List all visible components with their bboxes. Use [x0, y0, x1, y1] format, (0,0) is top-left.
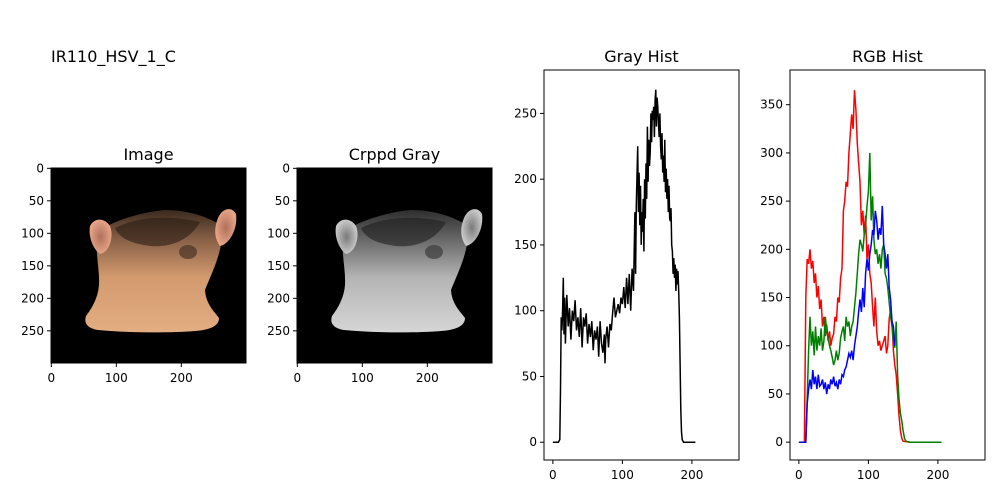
x-tick-label: 100	[105, 371, 128, 385]
figure-suptitle: IR110_HSV_1_C	[51, 47, 176, 66]
histogram-series-line-2	[798, 205, 896, 443]
x-tick-label: 0	[48, 371, 56, 385]
y-tick-label: 150	[514, 238, 537, 252]
x-tick-label: 200	[680, 468, 703, 482]
y-tick-label: 350	[760, 98, 783, 112]
x-tick-label: 0	[795, 468, 803, 482]
y-tick-label: 250	[760, 194, 783, 208]
y-tick-label: 150	[267, 259, 290, 273]
gray-histogram-title: Gray Hist	[604, 47, 678, 66]
y-tick-label: 100	[21, 226, 44, 240]
image-panel-axes: 0 100 200 0 50 100 150 200 250	[21, 161, 193, 385]
histogram-series-line-0	[552, 89, 696, 443]
y-tick-label: 200	[760, 242, 783, 256]
y-tick-label: 250	[267, 324, 290, 338]
x-tick-label: 0	[549, 468, 557, 482]
y-tick-label: 50	[275, 194, 290, 208]
y-tick-label: 50	[768, 387, 783, 401]
x-tick-label: 200	[416, 371, 439, 385]
histogram-series-line-0	[798, 90, 942, 443]
x-tick-label: 100	[351, 371, 374, 385]
rgb-histogram-panel: RGB Hist 0 100 200 0 50 100 150 200 250 300 350	[760, 47, 986, 482]
image-panel: Image 0 100 200 0 50 100 150 200 250	[21, 145, 247, 385]
y-tick-label: 50	[29, 194, 44, 208]
image-panel-title: Image	[123, 145, 173, 164]
gray-image-panel-axes: 0 100 200 0 50 100 150 200 250	[267, 161, 439, 385]
y-tick-label: 150	[760, 291, 783, 305]
x-tick-label: 100	[857, 468, 880, 482]
gray-histogram-panel: Gray Hist 0 100 200 0 50 100 150 200 250	[514, 47, 740, 482]
y-tick-label: 50	[522, 369, 537, 383]
y-tick-label: 250	[21, 324, 44, 338]
y-tick-label: 100	[760, 339, 783, 353]
x-tick-label: 200	[170, 371, 193, 385]
y-tick-label: 200	[21, 291, 44, 305]
neck-color-image	[51, 168, 246, 363]
y-tick-label: 0	[775, 435, 783, 449]
rgb-histogram-title: RGB Hist	[852, 47, 923, 66]
y-tick-label: 200	[514, 172, 537, 186]
y-tick-label: 300	[760, 146, 783, 160]
y-tick-label: 250	[514, 106, 537, 120]
neck-gray-image	[297, 168, 492, 363]
y-tick-label: 200	[267, 291, 290, 305]
y-tick-label: 0	[36, 161, 44, 175]
gray-image-panel-title: Crppd Gray	[349, 145, 441, 164]
x-tick-label: 200	[926, 468, 949, 482]
y-tick-label: 0	[282, 161, 290, 175]
y-tick-label: 150	[21, 259, 44, 273]
x-tick-label: 0	[294, 371, 302, 385]
gray-image-panel: Crppd Gray 0 100 200 0 50 100 150 200 250	[267, 145, 493, 385]
y-tick-label: 100	[514, 304, 537, 318]
y-tick-label: 100	[267, 226, 290, 240]
histogram-series-line-1	[798, 152, 942, 443]
x-tick-label: 100	[611, 468, 634, 482]
y-tick-label: 0	[529, 435, 537, 449]
